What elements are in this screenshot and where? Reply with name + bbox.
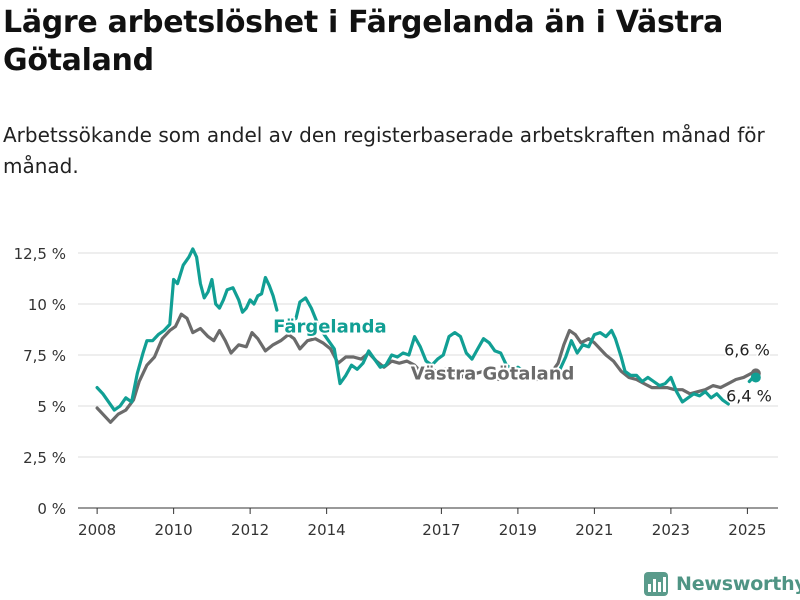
fargelanda-end-value: 6,4 % — [726, 386, 772, 405]
x-tick-label: 2014 — [308, 521, 346, 539]
x-tick-label: 2010 — [155, 521, 193, 539]
fargelanda-label: Färgelanda — [273, 317, 387, 338]
y-tick-label: 0 % — [37, 500, 66, 518]
newsworthy-brand: Newsworthy — [644, 570, 800, 598]
x-tick-label: 2019 — [499, 521, 537, 539]
y-tick-label: 12,5 % — [14, 245, 66, 263]
x-tick-label: 2012 — [231, 521, 269, 539]
x-tick-label: 2008 — [78, 521, 116, 539]
y-tick-label: 2,5 % — [23, 449, 66, 467]
vastra-gotaland-label: Västra Götaland — [411, 363, 575, 384]
gridlines — [78, 252, 778, 509]
y-tick-label: 5 % — [37, 398, 66, 416]
chart-title: Lägre arbetslöshet i Färgelanda än i Väs… — [3, 5, 724, 78]
y-tick-label: 10 % — [28, 296, 66, 314]
series-end-point — [750, 372, 761, 383]
x-axis: 2008 2010 2012 2014 2017 2019 2021 2023 2025 — [78, 508, 766, 539]
newsworthy-logo-icon — [644, 572, 668, 596]
chart-subtitle: Arbetssökande som andel av den registerb… — [3, 123, 765, 178]
x-tick-label: 2017 — [422, 521, 460, 539]
series-lines — [95, 247, 761, 424]
x-tick-label: 2025 — [728, 521, 766, 539]
y-axis-labels: 0 % 2,5 % 5 % 7,5 % 10 % 12,5 % — [14, 245, 66, 518]
vastra-gotaland-end-value: 6,6 % — [724, 340, 770, 359]
x-tick-label: 2023 — [652, 521, 690, 539]
brand-name: Newsworthy — [676, 573, 800, 595]
y-tick-label: 7,5 % — [23, 347, 66, 365]
fargelanda-line — [95, 247, 758, 412]
x-tick-label: 2021 — [575, 521, 613, 539]
series-labels: Färgelanda Västra Götaland 6,6 % 6,4 % — [271, 315, 773, 407]
